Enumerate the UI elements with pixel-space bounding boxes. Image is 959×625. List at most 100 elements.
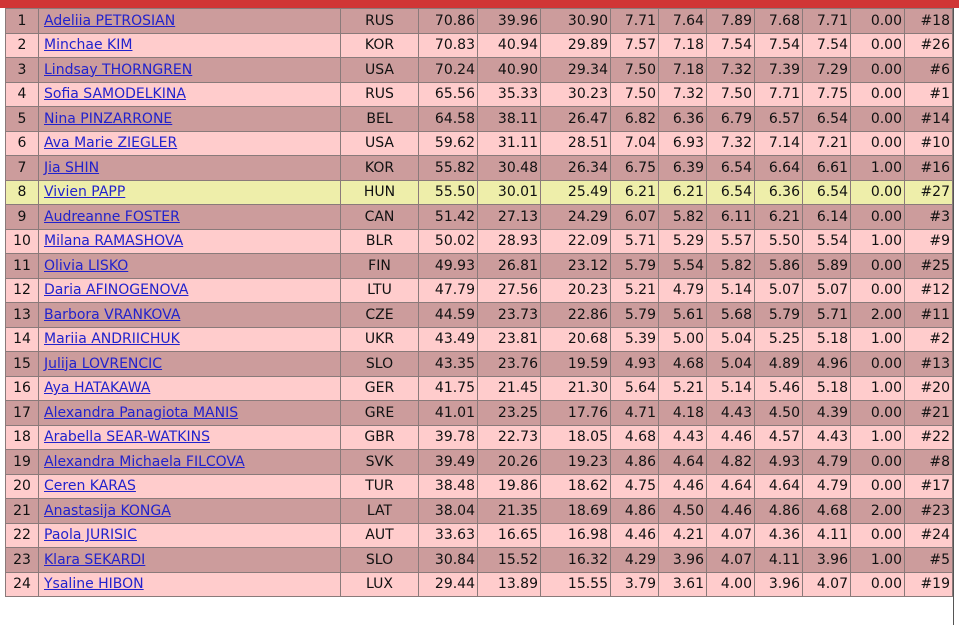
skater-link[interactable]: Jia SHIN [44,159,100,176]
deductions-cell: 0.00 [850,106,905,132]
component-cell: 4.96 [802,351,851,377]
skater-link[interactable]: Minchae KIM [44,37,133,54]
total-score-cell: 33.63 [418,522,478,548]
total-score-cell: 51.42 [418,204,478,230]
total-score-cell: 41.75 [418,375,478,401]
header-bar [0,0,959,8]
skater-link[interactable]: Julija LOVRENCIC [44,355,163,372]
result-row: 17 Alexandra Panagiota MANIS GRE 41.01 23.25… [5,400,953,426]
component-score-cell: 24.29 [540,204,611,230]
component-score-cell: 15.55 [540,571,611,597]
skater-link[interactable]: Ysaline HIBON [44,576,144,593]
nation-cell: KOR [340,155,419,181]
deductions-cell: 0.00 [850,81,905,107]
total-score-cell: 29.44 [418,571,478,597]
deductions-cell: 0.00 [850,522,905,548]
skater-link[interactable]: Ava Marie ZIEGLER [44,135,178,152]
element-score-cell: 13.89 [477,571,541,597]
deductions-cell: 0.00 [850,8,905,34]
skater-link[interactable]: Audreanne FOSTER [44,208,180,225]
result-row: 23 Klara SEKARDI SLO 30.84 15.52 16.32 4.29 3.9… [5,547,953,573]
total-score-cell: 43.49 [418,326,478,352]
nation-cell: AUT [340,522,419,548]
component-cell: 3.96 [802,547,851,573]
deductions-cell: 1.00 [850,155,905,181]
component-cell: 7.50 [610,57,659,83]
component-cell: 4.89 [754,351,803,377]
start-number-cell: #19 [904,571,953,597]
skater-link[interactable]: Vivien PAPP [44,184,126,201]
component-cell: 6.21 [754,204,803,230]
component-cell: 5.29 [658,228,707,254]
skater-link[interactable]: Klara SEKARDI [44,551,146,568]
result-row: 12 Daria AFINOGENOVA LTU 47.79 27.56 20.23 5.2… [5,277,953,303]
nation-cell: UKR [340,326,419,352]
component-cell: 7.54 [802,32,851,58]
deductions-cell: 1.00 [850,424,905,450]
skater-link[interactable]: Sofia SAMODELKINA [44,86,186,103]
start-number-cell: #21 [904,400,953,426]
skater-link[interactable]: Alexandra Panagiota MANIS [44,404,239,421]
skater-link[interactable]: Mariia ANDRIICHUK [44,331,180,348]
component-cell: 6.14 [802,204,851,230]
component-cell: 4.46 [610,522,659,548]
skater-name-cell: Daria AFINOGENOVA [38,277,341,303]
component-cell: 7.21 [802,130,851,156]
rank-cell: 13 [5,302,39,328]
skater-link[interactable]: Ceren KARAS [44,478,136,495]
skater-link[interactable]: Anastasija KONGA [44,502,171,519]
component-cell: 7.68 [754,8,803,34]
nation-cell: FIN [340,253,419,279]
component-cell: 5.79 [610,302,659,328]
element-score-cell: 31.11 [477,130,541,156]
rank-cell: 14 [5,326,39,352]
skater-name-cell: Mariia ANDRIICHUK [38,326,341,352]
skater-link[interactable]: Barbora VRANKOVA [44,306,181,323]
skater-name-cell: Ceren KARAS [38,473,341,499]
skater-link[interactable]: Arabella SEAR-WATKINS [44,429,210,446]
component-cell: 4.79 [802,473,851,499]
component-cell: 5.71 [610,228,659,254]
nation-cell: CAN [340,204,419,230]
rank-cell: 16 [5,375,39,401]
element-score-cell: 26.81 [477,253,541,279]
component-cell: 4.21 [658,522,707,548]
component-cell: 5.14 [706,375,755,401]
start-number-cell: #18 [904,8,953,34]
deductions-cell: 1.00 [850,228,905,254]
skater-link[interactable]: Alexandra Michaela FILCOVA [44,453,245,470]
component-cell: 7.50 [706,81,755,107]
rank-cell: 3 [5,57,39,83]
component-cell: 4.43 [658,424,707,450]
skater-link[interactable]: Nina PINZARRONE [44,110,173,127]
nation-cell: CZE [340,302,419,328]
result-row: 3 Lindsay THORNGREN USA 70.24 40.90 29.34 7.50… [5,57,953,83]
component-cell: 7.71 [802,8,851,34]
skater-link[interactable]: Daria AFINOGENOVA [44,282,189,299]
skater-name-cell: Julija LOVRENCIC [38,351,341,377]
rank-cell: 15 [5,351,39,377]
total-score-cell: 47.79 [418,277,478,303]
nation-cell: RUS [340,8,419,34]
component-cell: 4.93 [754,449,803,475]
skater-link[interactable]: Aya HATAKAWA [44,380,151,397]
component-cell: 5.21 [610,277,659,303]
component-cell: 5.04 [706,351,755,377]
result-row: 22 Paola JURISIC AUT 33.63 16.65 16.98 4.46 4.2… [5,522,953,548]
component-cell: 5.64 [610,375,659,401]
skater-link[interactable]: Lindsay THORNGREN [44,61,193,78]
component-cell: 3.79 [610,571,659,597]
nation-cell: KOR [340,32,419,58]
component-cell: 6.36 [658,106,707,132]
component-cell: 4.46 [658,473,707,499]
skater-link[interactable]: Olivia LISKO [44,257,129,274]
rank-cell: 24 [5,571,39,597]
skater-link[interactable]: Milana RAMASHOVA [44,233,184,250]
skater-link[interactable]: Adeliia PETROSIAN [44,12,176,29]
deductions-cell: 0.00 [850,204,905,230]
component-cell: 6.39 [658,155,707,181]
component-cell: 4.64 [754,473,803,499]
skater-link[interactable]: Paola JURISIC [44,527,137,544]
component-score-cell: 30.23 [540,81,611,107]
element-score-cell: 39.96 [477,8,541,34]
